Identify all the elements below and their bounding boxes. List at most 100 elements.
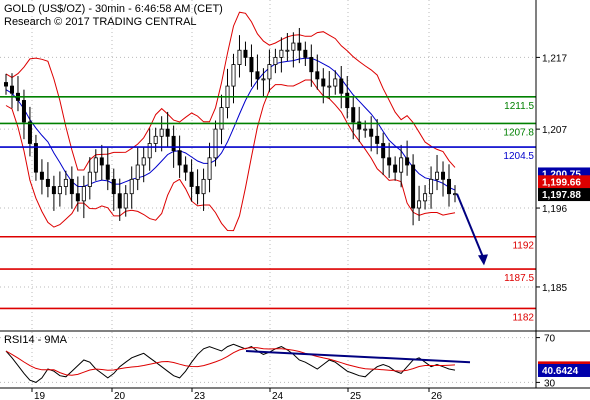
candle-body — [51, 186, 56, 195]
candle-body — [369, 128, 374, 137]
candle-body — [153, 135, 158, 144]
candle-body — [117, 193, 122, 209]
candle-body — [411, 164, 416, 209]
price-tick-label: 1,217 — [542, 53, 567, 64]
moving-average — [5, 57, 456, 191]
chart-subtitle: Research © 2017 TRADING CENTRAL — [4, 16, 197, 28]
candle-body — [435, 171, 440, 180]
candle-body — [243, 49, 248, 58]
level-label: 1204.5 — [503, 151, 534, 162]
candle-body — [399, 157, 404, 173]
candle-body — [291, 42, 296, 51]
candle-body — [255, 71, 260, 80]
price-badge-label: 1,200.75 — [542, 169, 581, 180]
candle-body — [351, 107, 356, 123]
price-badge-label: 1,199.66 — [542, 177, 581, 188]
rsi-trendline — [245, 350, 471, 364]
candle-body — [357, 121, 362, 130]
candle-body — [387, 157, 392, 166]
candle-body — [75, 193, 80, 202]
candle-body — [183, 164, 188, 173]
candle-body — [81, 186, 86, 202]
candle-body — [9, 85, 14, 94]
candle-body — [417, 200, 422, 209]
rsi-tick-label: 70 — [544, 334, 556, 345]
candle-body — [69, 178, 74, 195]
candle-body — [159, 128, 164, 137]
candle-body — [195, 186, 200, 195]
candle-body — [285, 49, 290, 52]
rsi-badge-label: 40.6424 — [542, 366, 579, 377]
bollinger-lower — [5, 79, 456, 232]
candle-body — [123, 193, 128, 209]
date-tick-label: 26 — [431, 391, 443, 400]
level-label: 1187.5 — [504, 273, 534, 284]
candle-body — [39, 171, 44, 180]
candle-body — [327, 85, 332, 88]
price-badge — [538, 175, 590, 189]
candle-body — [213, 128, 218, 159]
candle-body — [57, 186, 62, 195]
candle-body — [429, 178, 434, 195]
candle-body — [273, 56, 278, 65]
candle-body — [231, 64, 236, 87]
candle-body — [297, 42, 302, 51]
price-badge-label: 1,197.88 — [542, 190, 581, 201]
rsi-panel — [0, 337, 536, 383]
candle-body — [405, 157, 410, 166]
candle-body — [261, 78, 266, 81]
level-label: 1207.8 — [503, 127, 534, 138]
candle-body — [441, 171, 446, 180]
price-tick-label: 1,207 — [542, 125, 567, 136]
candle-body — [171, 135, 176, 152]
candle-body — [189, 171, 194, 187]
levels: 1211.5 1207.8 1204.5 1192 1187.5 1182 — [0, 96, 536, 323]
candle-body — [105, 164, 110, 180]
bollinger-upper — [5, 11, 456, 171]
candle-body — [165, 128, 170, 137]
candle-body — [207, 157, 212, 180]
candle-body — [33, 143, 38, 173]
bollinger-bands — [5, 11, 456, 232]
rsi-line — [5, 343, 456, 383]
candle-body — [129, 178, 134, 195]
candle-body — [87, 171, 92, 187]
candle-body — [452, 193, 457, 196]
candle-body — [303, 49, 308, 58]
candle-body — [423, 193, 428, 202]
candle-body — [393, 164, 398, 173]
date-tick-label: 20 — [114, 391, 126, 400]
candle-body — [27, 121, 32, 144]
rsi-label: RSI14 - 9MA — [4, 334, 68, 346]
rsi-badge — [538, 363, 590, 377]
level-label: 1192 — [512, 241, 534, 252]
candle-body — [63, 178, 68, 187]
candle-body — [249, 56, 254, 73]
candle-body — [363, 128, 368, 131]
date-tick-label: 19 — [34, 391, 46, 400]
level-label: 1211.5 — [504, 101, 534, 112]
date-tick-label: 25 — [350, 391, 362, 400]
candle-body — [345, 92, 350, 109]
candle-body — [375, 135, 380, 144]
candle-body — [219, 107, 224, 130]
candle-body — [93, 157, 98, 173]
projection-arrowhead — [478, 254, 488, 266]
candle-body — [309, 56, 314, 73]
candle-body — [141, 157, 146, 166]
candle-body — [45, 178, 50, 187]
candle-body — [321, 78, 326, 87]
candle-body — [381, 143, 386, 159]
candle-body — [111, 178, 116, 195]
candle-body — [201, 178, 206, 195]
price-badge — [538, 188, 590, 202]
candle-body — [135, 164, 140, 180]
candle-body — [279, 49, 284, 58]
date-tick-label: 24 — [272, 391, 284, 400]
level-label: 1182 — [512, 312, 534, 323]
date-tick-label: 23 — [194, 391, 206, 400]
candle-body — [21, 100, 26, 123]
